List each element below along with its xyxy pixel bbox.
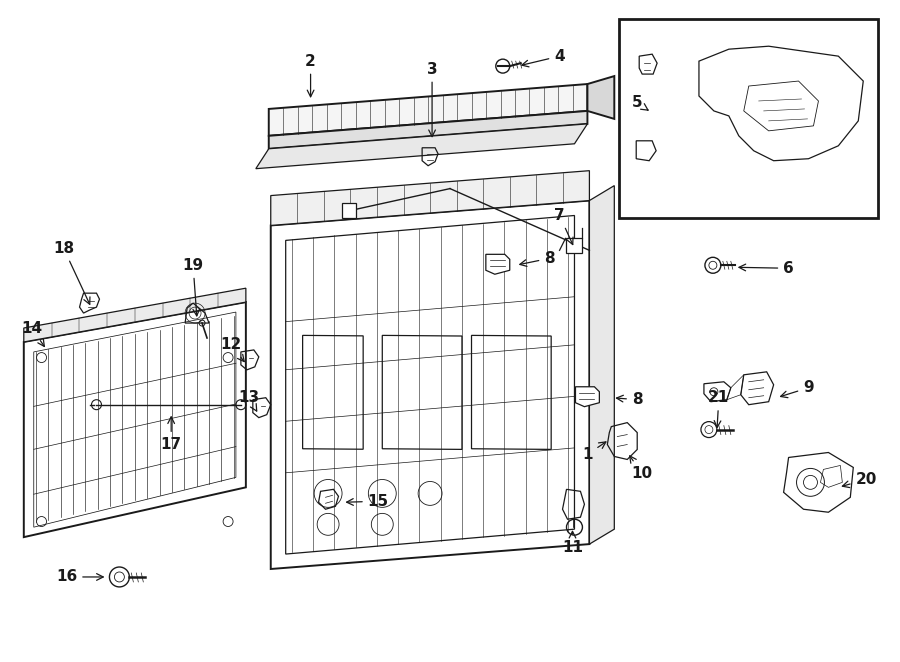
Polygon shape <box>343 203 356 218</box>
Text: 21: 21 <box>708 390 730 428</box>
Text: 16: 16 <box>56 569 104 585</box>
Polygon shape <box>271 171 590 226</box>
Text: 3: 3 <box>427 62 437 136</box>
Text: 14: 14 <box>22 320 44 346</box>
Text: 13: 13 <box>238 390 259 411</box>
Text: 8: 8 <box>520 251 555 266</box>
Polygon shape <box>256 124 588 169</box>
Text: 7: 7 <box>554 208 573 244</box>
Polygon shape <box>269 84 588 136</box>
Text: 10: 10 <box>630 456 652 481</box>
Text: 8: 8 <box>616 392 643 407</box>
Polygon shape <box>575 387 599 406</box>
Text: 12: 12 <box>220 338 244 361</box>
Text: 5: 5 <box>632 95 648 111</box>
Polygon shape <box>590 185 615 544</box>
Text: 9: 9 <box>780 380 814 398</box>
Text: 20: 20 <box>842 472 877 488</box>
Polygon shape <box>271 201 590 569</box>
Polygon shape <box>486 254 509 274</box>
Text: 1: 1 <box>582 442 606 462</box>
Text: 4: 4 <box>522 49 565 67</box>
Polygon shape <box>23 288 246 342</box>
Text: 15: 15 <box>346 494 389 509</box>
Text: 11: 11 <box>562 532 583 555</box>
Polygon shape <box>23 302 246 537</box>
Polygon shape <box>269 111 588 149</box>
Text: 6: 6 <box>739 261 794 276</box>
Polygon shape <box>588 76 615 119</box>
Text: 19: 19 <box>183 258 203 316</box>
Text: 2: 2 <box>305 54 316 97</box>
Polygon shape <box>619 19 878 218</box>
Polygon shape <box>565 238 582 254</box>
Text: 18: 18 <box>53 241 90 305</box>
Text: 17: 17 <box>160 417 182 452</box>
